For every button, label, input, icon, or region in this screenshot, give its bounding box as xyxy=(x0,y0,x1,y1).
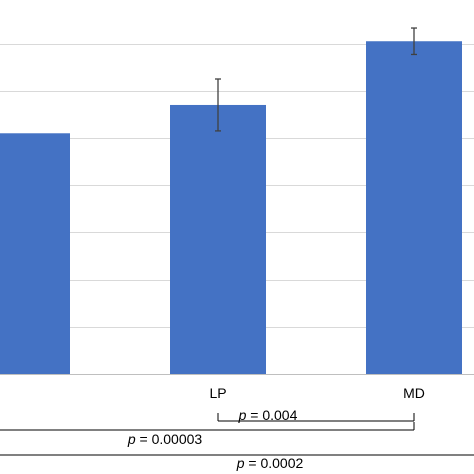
bar-MD xyxy=(366,41,462,375)
bars xyxy=(0,27,462,375)
bar-LP xyxy=(170,104,266,375)
bar-series-0 xyxy=(0,133,70,374)
p-value-label: p = 0.00003 xyxy=(127,431,203,447)
p-value: = 0.00003 xyxy=(136,431,203,447)
p-symbol: p xyxy=(238,407,247,423)
x-tick-label: LP xyxy=(209,385,226,401)
p-value-label: p = 0.004 xyxy=(238,407,298,423)
comparison-bracket: p = 0.00003 xyxy=(0,422,415,447)
p-value: = 0.004 xyxy=(246,407,297,423)
p-symbol: p xyxy=(127,431,136,447)
comparison-bracket: p = 0.004 xyxy=(217,407,415,423)
x-tick-labels: LP MD xyxy=(209,385,424,401)
p-value-label: p = 0.0002 xyxy=(236,455,304,471)
p-value: = 0.0002 xyxy=(245,455,304,471)
x-tick-label: MD xyxy=(403,385,425,401)
comparison-bracket: p = 0.0002 xyxy=(0,454,474,471)
p-symbol: p xyxy=(236,455,245,471)
